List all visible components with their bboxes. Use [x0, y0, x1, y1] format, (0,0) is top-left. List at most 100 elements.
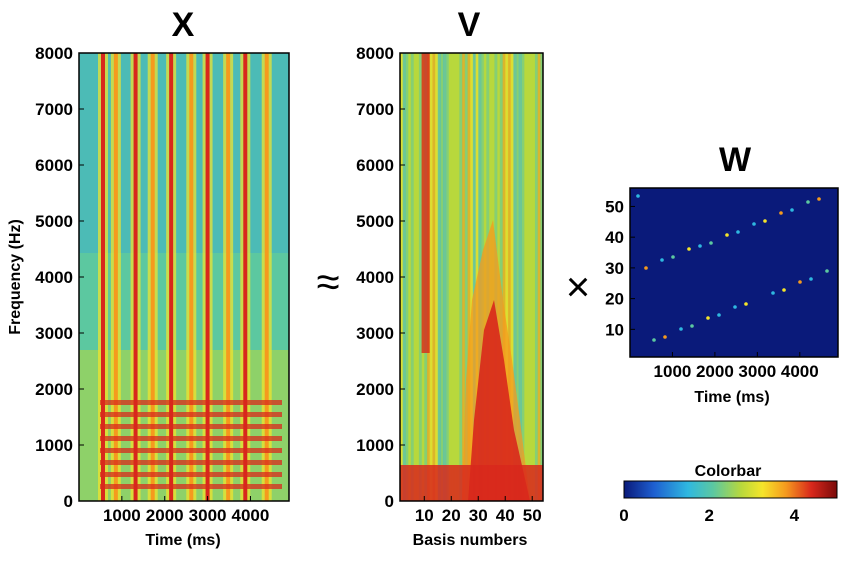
w-activation-dot: [698, 244, 702, 248]
x-band-core: [150, 53, 155, 501]
colorbar-tick-label: 2: [704, 506, 713, 525]
panel-v-xtick-label: 10: [415, 506, 434, 525]
w-activation-dot: [763, 219, 767, 223]
v-basis-column: [405, 53, 409, 501]
panel-x-ytick-label: 6000: [35, 156, 73, 175]
v-basis-column: [521, 53, 525, 501]
v-basis-column: [437, 53, 441, 501]
panel-w-title: W: [719, 141, 752, 179]
panel-w-ytick-label: 10: [605, 320, 624, 339]
panel-v-ytick-label: 2000: [356, 380, 394, 399]
w-activation-dot: [752, 222, 756, 226]
w-activation-dot: [709, 241, 713, 245]
v-basis-column: [524, 53, 528, 501]
v-basis-column: [526, 53, 531, 501]
v-basis-column: [445, 53, 450, 501]
w-activation-dot: [690, 324, 694, 328]
w-activation-dot: [706, 316, 710, 320]
panel-w-y-ticks: 10 20 30 40 50: [605, 197, 635, 339]
v-basis-column: [510, 53, 514, 501]
panel-x-ytick-label: 0: [64, 492, 73, 511]
x-band-core: [169, 53, 174, 501]
colorbar-title: Colorbar: [695, 463, 762, 480]
v-basis-column: [516, 53, 520, 501]
w-activations: [636, 194, 829, 342]
panel-v-ytick-label: 8000: [356, 44, 394, 63]
v-basis-column: [451, 53, 455, 501]
panel-w-ytick-label: 20: [605, 290, 624, 309]
approx-symbol: ≈: [316, 258, 339, 305]
v-basis-column: [413, 53, 417, 501]
v-basis-column: [513, 53, 517, 501]
panel-w-xtick-label: 1000: [654, 362, 692, 381]
v-basis-column: [532, 53, 536, 501]
panel-x-x-ticks: 1000 2000 3000 4000: [103, 496, 269, 525]
x-harmonic-stripe: [100, 472, 282, 477]
panel-x-ylabel: Frequency (Hz): [7, 219, 24, 335]
w-activation-dot: [717, 313, 721, 317]
panel-x-xtick-label: 2000: [146, 506, 184, 525]
w-activation-dot: [660, 258, 664, 262]
x-band-core: [113, 53, 118, 501]
x-band-core: [243, 53, 248, 501]
panel-x-ytick-label: 1000: [35, 436, 73, 455]
colorbar-gradient: [623, 480, 838, 499]
v-basis-column: [470, 53, 474, 501]
v-basis-column: [529, 53, 533, 501]
panel-x-ytick-label: 3000: [35, 324, 73, 343]
x-highfreq-region: [79, 53, 289, 253]
w-activation-dot: [687, 247, 691, 251]
panel-x-xtick-label: 4000: [232, 506, 270, 525]
w-activation-dot: [736, 230, 740, 234]
v-basis-column: [472, 53, 477, 501]
panel-v-heatmap: [400, 53, 543, 501]
v-basis-column: [440, 53, 444, 501]
x-band-core: [226, 53, 231, 501]
panel-v-ytick-label: 7000: [356, 100, 394, 119]
times-symbol: ×: [566, 263, 591, 310]
w-activation-dot: [771, 291, 775, 295]
v-basis-column: [432, 53, 436, 501]
x-lowfreq-stripes: [100, 400, 282, 489]
colorbar-tick-label: 4: [790, 506, 800, 525]
colorbar: Colorbar 0 2 4: [619, 463, 838, 525]
panel-w-frame: [629, 187, 839, 358]
v-basis-column: [499, 53, 504, 501]
v-basis-hot-column: [421, 53, 430, 353]
v-basis-column: [453, 53, 458, 501]
v-basis-column: [534, 53, 539, 501]
v-basis-column: [505, 53, 509, 501]
x-harmonic-stripe: [100, 412, 282, 417]
v-basis-column: [537, 53, 541, 501]
x-harmonic-stripe: [100, 424, 282, 429]
w-activation-dot: [733, 305, 737, 309]
w-activation-dot: [825, 269, 829, 273]
panel-x: X 0 1000 2000 3000 4000 5000 6000 7000 8000 1000…: [7, 6, 290, 549]
v-basis-column: [540, 53, 543, 501]
w-activation-dot: [671, 255, 675, 259]
panel-v-title: V: [458, 6, 481, 44]
panel-x-title: X: [172, 6, 195, 44]
panel-x-y-ticks: 0 1000 2000 3000 4000 5000 6000 7000 8000: [35, 44, 84, 511]
panel-w: W 10 20 30 40 50 1000 2000 3000 4000 Time (ms): [605, 141, 839, 406]
panel-v-ytick-label: 6000: [356, 156, 394, 175]
v-basis-column: [464, 53, 468, 501]
panel-w-heatmap: [630, 188, 838, 357]
v-lowfreq-band: [400, 465, 543, 501]
panel-w-ytick-label: 50: [605, 197, 624, 216]
w-activation-dot: [679, 327, 683, 331]
panel-w-x-ticks: 1000 2000 3000 4000: [654, 352, 819, 381]
v-basis-column: [448, 53, 452, 501]
w-activation-dot: [817, 197, 821, 201]
w-activation-dot: [790, 208, 794, 212]
v-basis-column: [408, 53, 412, 501]
panel-w-xlabel: Time (ms): [694, 389, 769, 406]
panel-x-ytick-label: 8000: [35, 44, 73, 63]
w-activation-dot: [744, 302, 748, 306]
panel-x-heatmap: [79, 53, 289, 501]
v-basis-column: [456, 53, 460, 501]
panel-x-ytick-label: 2000: [35, 380, 73, 399]
panel-x-ytick-label: 7000: [35, 100, 73, 119]
panel-v-y-ticks: 0 1000 2000 3000 4000 5000 6000 7000 8000: [356, 44, 405, 511]
panel-x-xtick-label: 3000: [189, 506, 227, 525]
